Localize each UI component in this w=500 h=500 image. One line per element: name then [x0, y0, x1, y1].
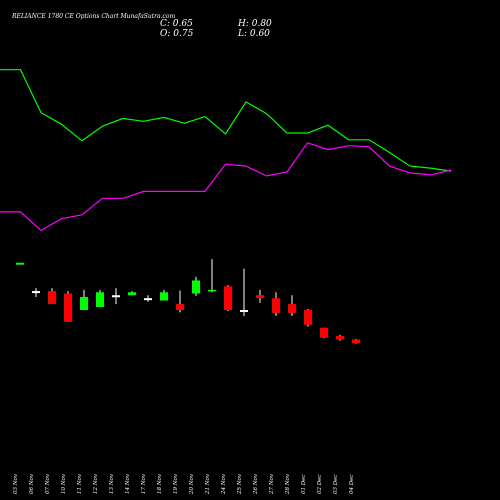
x-axis-ticks: 03 Nov 06 Nov 07 Nov 10 Nov 11 Nov 12 Nov 13 N…	[13, 473, 355, 495]
x-tick-label: 11 Nov	[77, 473, 83, 494]
x-tick-label: 07 Nov	[45, 473, 51, 494]
candle-body	[64, 293, 72, 322]
candle-body	[208, 289, 216, 292]
candle-body	[288, 304, 296, 313]
candle-body	[176, 304, 184, 310]
candle	[32, 288, 40, 297]
candle	[240, 268, 248, 316]
high-value: H: 0.80	[237, 19, 272, 29]
candle	[224, 285, 232, 312]
candle-body	[160, 292, 168, 301]
candle	[336, 334, 344, 341]
candle	[288, 295, 296, 316]
candle	[160, 289, 168, 301]
x-tick-label: 24 Nov	[221, 473, 227, 495]
candle-body	[48, 291, 56, 305]
candle	[64, 291, 72, 322]
candle	[128, 291, 136, 296]
indicator-line-lower	[0, 142, 452, 232]
candle-body	[240, 310, 248, 312]
x-tick-label: 27 Nov	[269, 473, 275, 495]
candle	[48, 288, 56, 305]
candles	[16, 259, 360, 344]
x-tick-label: 06 Nov	[29, 473, 35, 494]
x-tick-label: 10 Nov	[61, 473, 67, 494]
candle	[112, 288, 120, 305]
candle	[16, 262, 24, 265]
x-tick-label: 17 Nov	[141, 473, 147, 494]
candle	[176, 290, 184, 313]
chart-title: RELIANCE 1780 CE Options Chart MunafaSut…	[11, 13, 175, 20]
candle	[192, 276, 200, 296]
candle-body	[16, 262, 24, 265]
candle-body	[80, 297, 88, 310]
indicator-lines	[0, 69, 452, 232]
candle	[272, 292, 280, 316]
candle-body	[272, 298, 280, 313]
indicator-line-upper	[0, 69, 452, 172]
candle	[208, 259, 216, 293]
x-tick-label: 02 Dec	[317, 475, 323, 495]
candle-body	[304, 310, 312, 325]
low-value: L: 0.60	[237, 29, 270, 39]
close-value: C: 0.65	[160, 19, 193, 29]
x-tick-label: 25 Nov	[237, 473, 243, 495]
candle-body	[224, 286, 232, 310]
x-tick-label: 28 Nov	[285, 473, 291, 495]
candle	[352, 338, 360, 344]
candle-body	[96, 292, 104, 308]
candle-body	[336, 336, 344, 340]
x-tick-label: 20 Nov	[189, 473, 195, 495]
candle-body	[112, 295, 120, 298]
candle-body	[352, 339, 360, 344]
candle	[80, 289, 88, 310]
x-tick-label: 01 Dec	[301, 475, 307, 495]
x-tick-label: 18 Nov	[157, 473, 163, 494]
candle-body	[32, 291, 40, 294]
candle	[256, 289, 264, 303]
candle-body	[128, 292, 136, 296]
x-tick-label: 13 Nov	[109, 473, 115, 494]
x-tick-label: 19 Nov	[173, 473, 179, 494]
candle	[96, 289, 104, 308]
candle	[144, 295, 152, 302]
candle-body	[192, 280, 200, 294]
x-tick-label: 03 Nov	[13, 473, 19, 494]
x-tick-label: 03 Dec	[333, 475, 339, 495]
x-tick-label: 12 Nov	[93, 473, 99, 494]
x-tick-label: 04 Dec	[349, 475, 355, 495]
x-tick-label: 26 Nov	[253, 473, 259, 495]
open-value: O: 0.75	[160, 29, 194, 39]
x-tick-label: 21 Nov	[205, 473, 211, 495]
candle-body	[320, 327, 328, 338]
candle	[320, 327, 328, 339]
candle	[304, 308, 312, 327]
candle-body	[256, 295, 264, 299]
x-tick-label: 14 Nov	[125, 473, 131, 494]
candle-body	[144, 298, 152, 301]
